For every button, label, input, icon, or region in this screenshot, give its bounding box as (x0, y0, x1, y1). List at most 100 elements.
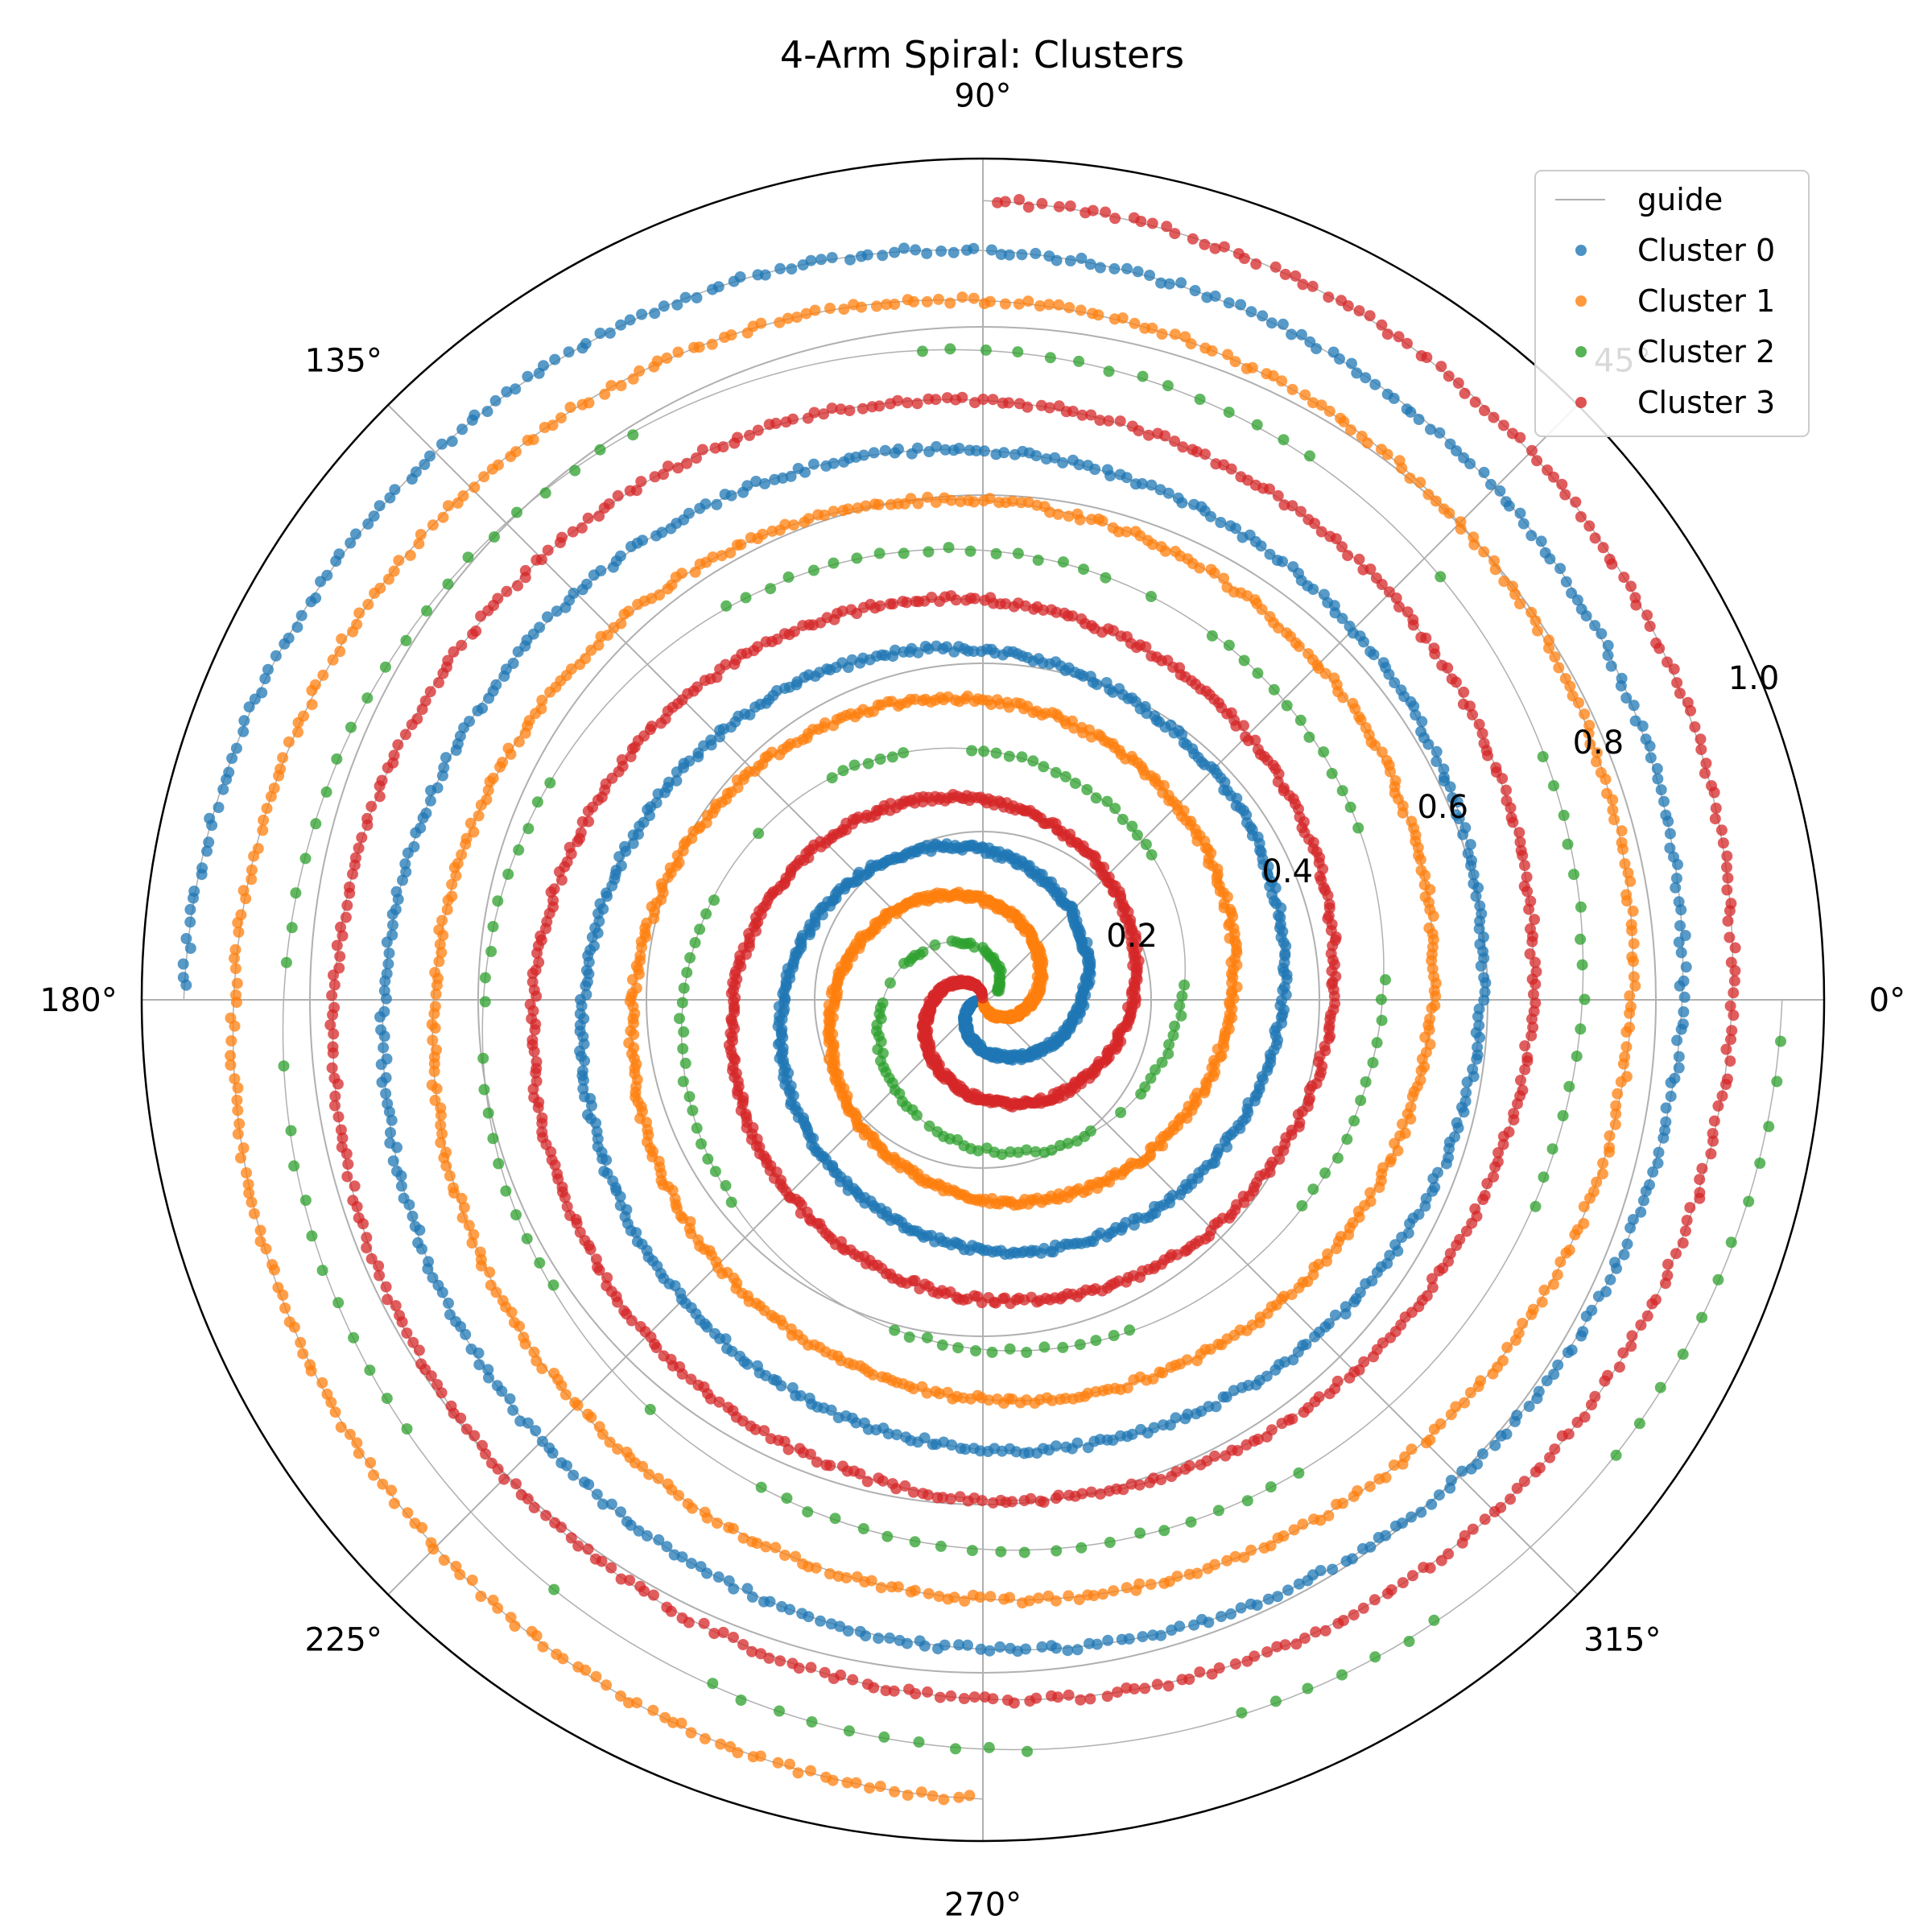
data-point (1357, 564, 1369, 576)
data-point (502, 869, 514, 880)
data-point (1451, 809, 1462, 821)
data-point (458, 1202, 470, 1213)
data-point (428, 1008, 440, 1020)
data-point (406, 719, 418, 731)
data-point (1640, 733, 1652, 745)
data-point (381, 936, 393, 948)
data-point (597, 1498, 609, 1510)
data-point (362, 518, 374, 530)
data-point (701, 1512, 713, 1524)
data-point (436, 438, 448, 450)
data-point (843, 1725, 855, 1737)
data-point (644, 1403, 656, 1415)
data-point (288, 1321, 300, 1333)
data-point (1763, 1121, 1775, 1133)
data-point (1515, 1075, 1526, 1086)
data-point (650, 530, 663, 542)
data-point (1673, 1051, 1685, 1063)
data-point (980, 344, 992, 356)
data-point (1038, 761, 1050, 773)
data-point (1479, 986, 1491, 998)
data-point (206, 819, 218, 832)
data-point (530, 1630, 543, 1641)
data-point (522, 435, 534, 446)
data-point (594, 328, 606, 339)
data-point (569, 464, 581, 477)
data-point (229, 952, 240, 964)
data-point (1670, 881, 1682, 894)
data-point (741, 327, 753, 339)
data-point (923, 393, 935, 405)
data-point (804, 1765, 816, 1777)
data-point (1050, 766, 1062, 778)
data-point (824, 1568, 836, 1579)
data-point (627, 829, 639, 841)
data-point (759, 477, 770, 489)
data-point (1489, 1439, 1501, 1451)
data-point (1329, 1309, 1341, 1321)
series-1 (225, 291, 1641, 1806)
data-point (882, 1428, 894, 1440)
data-point (1338, 1615, 1349, 1626)
data-point (1157, 1367, 1169, 1379)
data-point (1619, 858, 1631, 869)
data-point (1558, 809, 1570, 821)
data-point (404, 549, 416, 561)
data-point (1600, 1286, 1612, 1298)
data-point (1560, 576, 1572, 588)
data-point (1535, 535, 1547, 547)
data-point (1771, 1075, 1783, 1088)
data-point (1376, 444, 1387, 456)
data-point (1533, 1385, 1545, 1397)
data-point (1103, 365, 1115, 378)
data-point (1175, 1009, 1187, 1022)
data-point (653, 1534, 665, 1546)
data-point (555, 1380, 568, 1392)
data-point (1525, 530, 1538, 542)
data-point (1155, 1629, 1167, 1641)
data-point (626, 973, 638, 985)
data-point (374, 1011, 386, 1023)
data-point (674, 1013, 685, 1025)
data-point (347, 868, 358, 880)
data-point (1449, 1131, 1460, 1143)
data-point (279, 638, 291, 650)
data-point (1035, 399, 1047, 411)
data-point (885, 598, 896, 610)
data-point (1360, 372, 1372, 384)
data-point (673, 1489, 685, 1501)
data-point (522, 823, 535, 835)
data-point (490, 1286, 502, 1298)
data-point (492, 895, 504, 907)
data-point (1071, 1644, 1084, 1656)
data-point (1527, 1303, 1539, 1315)
data-point (1401, 403, 1413, 415)
data-point (316, 1377, 328, 1389)
data-point (259, 673, 271, 685)
data-point (1171, 1571, 1183, 1583)
data-point (1062, 1645, 1074, 1657)
data-point (1563, 1244, 1575, 1256)
data-point (643, 1468, 655, 1480)
data-point (1240, 731, 1252, 743)
data-point (436, 1128, 448, 1140)
data-point (1223, 639, 1235, 651)
data-point (1602, 650, 1614, 662)
data-point (1664, 828, 1676, 840)
data-point (1628, 700, 1640, 712)
data-point (911, 1109, 923, 1121)
data-point (1429, 1181, 1441, 1193)
data-point (590, 1670, 602, 1682)
data-point (962, 1639, 973, 1651)
data-point (1575, 1023, 1587, 1035)
data-point (1179, 979, 1191, 991)
data-point (1414, 477, 1426, 489)
data-point (1575, 933, 1587, 945)
data-point (784, 1758, 795, 1770)
data-point (1012, 346, 1024, 358)
data-point (1368, 1594, 1381, 1606)
data-point (774, 316, 786, 328)
data-point (1352, 822, 1364, 834)
data-point (336, 930, 349, 942)
data-point (446, 878, 458, 890)
